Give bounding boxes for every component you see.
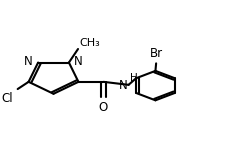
Text: Br: Br bbox=[150, 47, 163, 60]
Text: N: N bbox=[24, 55, 33, 68]
Text: Cl: Cl bbox=[1, 92, 13, 105]
Text: N: N bbox=[119, 79, 127, 92]
Text: CH₃: CH₃ bbox=[79, 38, 100, 48]
Text: O: O bbox=[99, 101, 108, 114]
Text: N: N bbox=[74, 55, 83, 68]
Text: H: H bbox=[130, 73, 137, 83]
